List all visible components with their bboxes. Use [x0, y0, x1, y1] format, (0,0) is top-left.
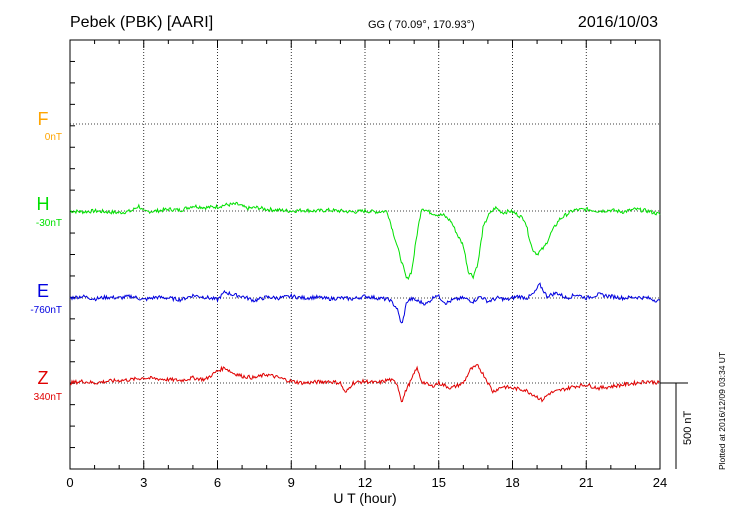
coordinates-label: GG ( 70.09°, 170.93°)	[368, 19, 475, 31]
station-title: Pebek (PBK) [AARI]	[70, 14, 213, 31]
baseline-label-h: -30nT	[36, 218, 62, 229]
x-tick-label: 21	[579, 475, 593, 490]
baseline-label-e: -760nT	[30, 305, 62, 316]
x-axis-label: U T (hour)	[333, 490, 396, 506]
x-axis-tick-labels: 0 3 6 9 12 15 18 21 24	[66, 475, 667, 490]
series-line-z	[69, 363, 661, 403]
series-lines	[69, 201, 661, 403]
grid-lines	[70, 40, 660, 469]
series-line-e	[69, 282, 661, 324]
series-label-h: H	[37, 194, 50, 214]
x-tick-label: 3	[140, 475, 147, 490]
series-label-z: Z	[38, 368, 49, 388]
baseline-label-f: 0nT	[45, 132, 62, 143]
plotted-at-note: Plotted at 2016/12/09 03:34 UT	[717, 352, 727, 470]
x-tick-label: 9	[288, 475, 295, 490]
plot-frame	[69, 39, 661, 470]
x-tick-label: 24	[653, 475, 667, 490]
x-tick-label: 0	[66, 475, 73, 490]
x-tick-label: 6	[214, 475, 221, 490]
x-tick-label: 18	[505, 475, 519, 490]
series-line-h	[69, 201, 661, 281]
x-tick-label: 12	[358, 475, 372, 490]
baseline-label-z: 340nT	[34, 392, 62, 403]
series-label-e: E	[37, 281, 49, 301]
x-tick-label: 15	[432, 475, 446, 490]
scale-bar-label: 500 nT	[682, 410, 694, 445]
date-label: 2016/10/03	[578, 14, 658, 31]
x-axis-ticks	[69, 39, 661, 470]
series-label-f: F	[38, 109, 49, 129]
